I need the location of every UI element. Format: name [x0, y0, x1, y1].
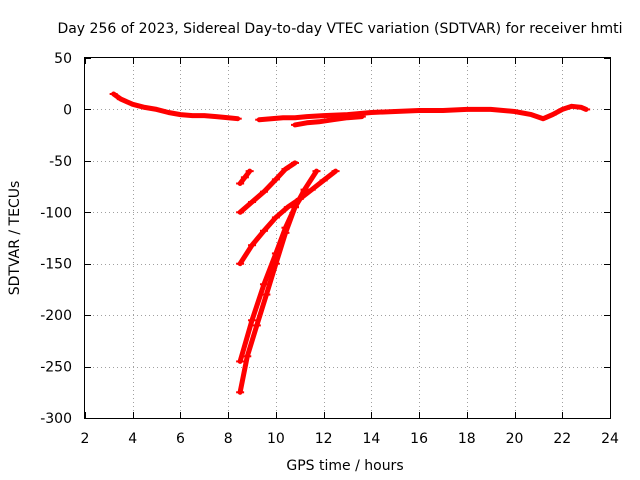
- y-tick-label: -250: [40, 360, 72, 376]
- x-axis-label: GPS time / hours: [286, 458, 403, 474]
- series-layer: [109, 91, 591, 395]
- x-tick-label: 12: [315, 431, 333, 447]
- x-tick-label: 18: [458, 431, 476, 447]
- y-tick-label: -50: [49, 154, 72, 170]
- y-tick-label: 0: [63, 102, 72, 118]
- x-tick-label: 22: [553, 431, 571, 447]
- x-tick-label: 16: [410, 431, 428, 447]
- x-tick-label: 2: [81, 431, 90, 447]
- y-tick-label: 50: [54, 51, 72, 67]
- x-tick-label: 6: [176, 431, 185, 447]
- x-tick-label: 24: [601, 431, 619, 447]
- x-tick-label: 20: [506, 431, 524, 447]
- x-tick-label: 14: [362, 431, 380, 447]
- x-tick-label: 8: [224, 431, 233, 447]
- y-tick-label: -300: [40, 411, 72, 427]
- y-tick-label: -100: [40, 205, 72, 221]
- ticks: 2 4 6 8 10 12 14 16 18 20 22 24500-50-100-150-200-2…: [40, 51, 619, 447]
- x-tick-label: 10: [267, 431, 285, 447]
- plot-frame: [84, 57, 611, 419]
- y-tick-label: -150: [40, 257, 72, 273]
- y-axis-label: SDTVAR / TECUs: [7, 181, 23, 296]
- y-tick-label: -200: [40, 308, 72, 324]
- chart-title: Day 256 of 2023, Sidereal Day-to-day VTE…: [57, 21, 622, 37]
- series-line-arc-5: [237, 160, 298, 215]
- x-tick-label: 4: [128, 431, 137, 447]
